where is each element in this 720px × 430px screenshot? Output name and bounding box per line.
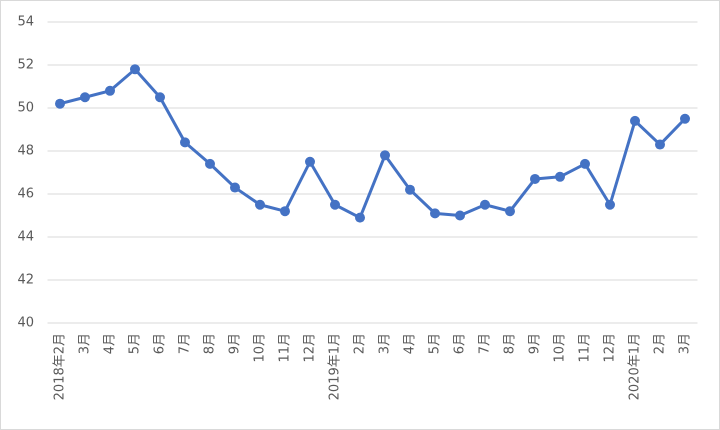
x-tick-label: 9月: [528, 333, 543, 354]
x-tick-label: 2019年1月: [328, 333, 343, 400]
point: [130, 64, 140, 75]
x-tick-label: 6月: [453, 333, 468, 354]
x-tick-label: 2月: [353, 333, 368, 354]
point: [455, 210, 465, 221]
y-tick-label: 48: [17, 144, 34, 159]
point: [555, 171, 565, 182]
x-tick-label: 4月: [103, 333, 118, 354]
point: [380, 150, 390, 161]
x-tick-label: 8月: [203, 333, 218, 354]
point: [505, 206, 515, 217]
x-tick-label: 3月: [678, 333, 693, 354]
x-tick-label: 5月: [128, 333, 143, 354]
point: [105, 85, 115, 96]
y-tick-label: 52: [17, 58, 34, 73]
point: [230, 182, 240, 193]
x-tick-label: 4月: [403, 333, 418, 354]
x-tick-label: 7月: [478, 333, 493, 354]
x-tick-label: 2018年2月: [53, 333, 68, 400]
point: [205, 158, 215, 169]
point: [55, 98, 65, 109]
point: [680, 113, 690, 124]
point: [80, 92, 90, 103]
x-tick-label: 2月: [653, 333, 668, 354]
point: [530, 173, 540, 184]
point: [305, 156, 315, 167]
x-tick-label: 12月: [303, 333, 318, 363]
point: [255, 199, 265, 210]
x-tick-label: 2020年1月: [628, 333, 643, 400]
point: [180, 137, 190, 148]
y-tick-label: 46: [17, 187, 34, 202]
point: [280, 206, 290, 217]
x-tick-label: 7月: [178, 333, 193, 354]
x-tick-label: 12月: [603, 333, 618, 363]
point: [605, 199, 615, 210]
x-tick-label: 11月: [578, 333, 593, 363]
x-tick-label: 8月: [503, 333, 518, 354]
y-tick-label: 44: [17, 230, 34, 245]
x-tick-label: 11月: [278, 333, 293, 363]
x-tick-label: 3月: [78, 333, 93, 354]
x-tick-label: 5月: [428, 333, 443, 354]
y-tick-label: 50: [17, 101, 34, 116]
point: [480, 199, 490, 210]
point: [355, 212, 365, 223]
y-tick-label: 42: [17, 273, 34, 288]
x-tick-label: 9月: [228, 333, 243, 354]
point: [580, 158, 590, 169]
x-tick-label: 10月: [553, 333, 568, 363]
x-tick-label: 3月: [378, 333, 393, 354]
point: [630, 115, 640, 126]
point: [655, 139, 665, 150]
point: [155, 92, 165, 103]
point: [430, 208, 440, 219]
x-tick-label: 6月: [153, 333, 168, 354]
point: [330, 199, 340, 210]
y-tick-label: 40: [17, 316, 34, 331]
y-tick-label: 54: [17, 15, 34, 30]
x-tick-label: 10月: [253, 333, 268, 363]
point: [405, 184, 415, 195]
